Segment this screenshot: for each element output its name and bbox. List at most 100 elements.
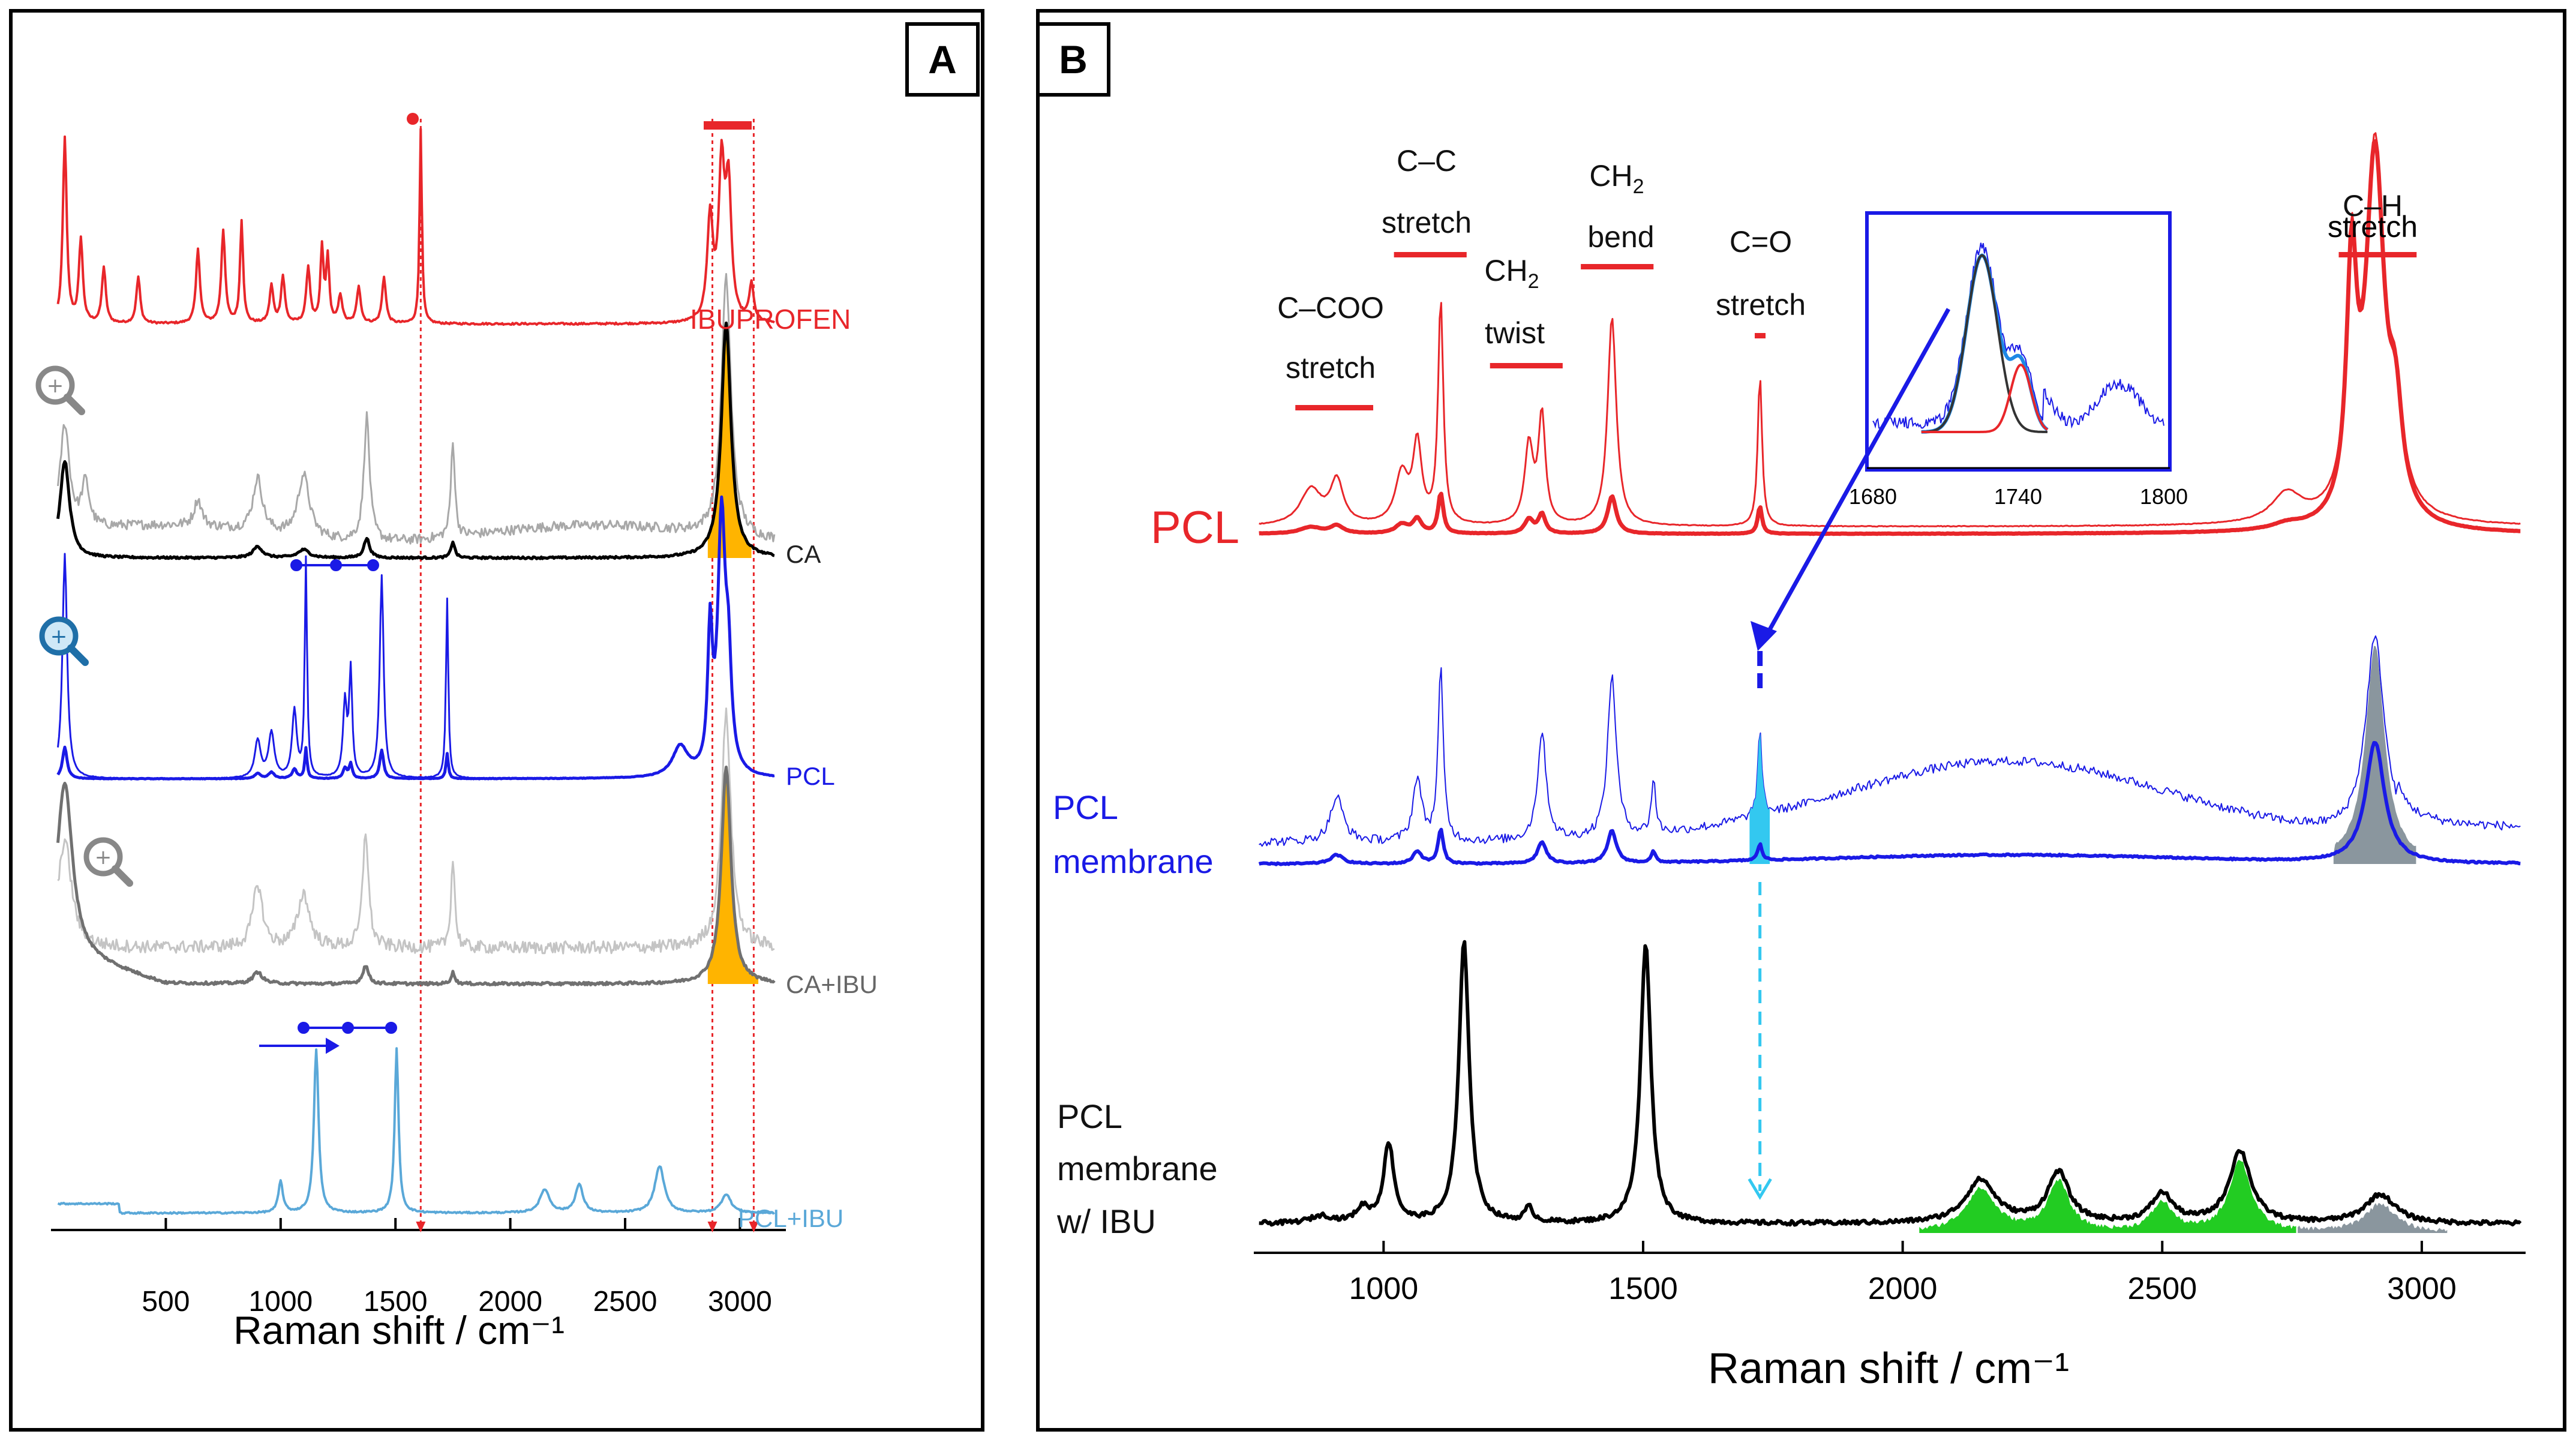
spectrum-pcl-b xyxy=(1258,139,2521,536)
panel-a-tick-label: 1000 xyxy=(248,1286,313,1318)
band-co-line2: stretch xyxy=(1716,288,1806,322)
band-bar xyxy=(2338,252,2417,257)
panel-b-spectra xyxy=(1258,132,2522,1233)
band-ch2b-line2: bend xyxy=(1587,220,1654,254)
panel-b-tick-label: 2000 xyxy=(1868,1271,1938,1306)
band-ch2t-line1: CH2 xyxy=(1484,254,1539,293)
panel-a-reference-lines xyxy=(416,119,759,1232)
ch-stretch-bar-a xyxy=(704,121,752,130)
ibu-fill-slate xyxy=(2298,1202,2448,1233)
panel-b-x-title: Raman shift / cm⁻¹ xyxy=(1708,1345,2069,1393)
label-pcl-a: PCL xyxy=(786,762,835,790)
panel-a-spectra xyxy=(56,128,776,1215)
inset-pointer-head xyxy=(1751,621,1777,651)
reference-line-arrow xyxy=(707,1222,717,1232)
inset-fit-peak-2 xyxy=(1921,363,2049,433)
inset-frame xyxy=(1865,211,2172,472)
inset-fit-peak-1 xyxy=(1921,254,2048,433)
svg-text:+: + xyxy=(50,625,68,649)
band-bar xyxy=(1394,252,1467,257)
ibuprofen-peak-dot xyxy=(407,113,419,125)
spectrum-membrane-ibu xyxy=(1259,940,2522,1227)
label-pcl-b: PCL xyxy=(1151,502,1239,553)
panel-b-tick-label: 2500 xyxy=(2127,1271,2197,1306)
panel-a-frame xyxy=(9,9,984,1432)
label-ibu-line1: PCL xyxy=(1057,1097,1122,1135)
label-ca-ibu: CA+IBU xyxy=(786,970,878,998)
band-bar xyxy=(1295,405,1374,410)
label-membrane-line1: PCL xyxy=(1053,788,1118,826)
inset-tick-1740: 1740 xyxy=(1994,484,2042,509)
panel-b-label: B xyxy=(1059,37,1088,82)
label-ca: CA xyxy=(786,540,821,568)
panel-a-label-box xyxy=(905,22,980,97)
panel-b: B 1000 1500 2000 2500 3000 C–COO stretch C–C… xyxy=(1036,9,2566,1432)
panel-a-tick-label: 1500 xyxy=(364,1286,428,1318)
band-bar xyxy=(1755,333,1766,338)
magnifier-icon-ca: + xyxy=(35,365,85,415)
panel-b-tick-label: 1500 xyxy=(1608,1271,1678,1306)
magnifier-icon-ca-ibu: + xyxy=(83,837,133,887)
panel-a-x-title: Raman shift / cm⁻¹ xyxy=(233,1308,565,1352)
inset: 1680 1740 1800 xyxy=(1849,211,2188,509)
panel-b-tick-label: 3000 xyxy=(2387,1271,2457,1306)
spectrum-ibuprofen xyxy=(56,128,776,326)
label-ibu-line3: w/ IBU xyxy=(1056,1202,1156,1240)
band-ccoo-line1: C–COO xyxy=(1277,291,1384,325)
ca-ch-fill xyxy=(707,323,752,558)
ibu-fill-green xyxy=(1919,1160,2296,1233)
panel-b-tick-label: 1000 xyxy=(1349,1271,1418,1306)
pcl-ibu-peak-markers xyxy=(259,1022,397,1054)
panel-b-ticks: 1000 1500 2000 2500 3000 xyxy=(1349,1241,2457,1306)
label-membrane-line2: membrane xyxy=(1053,842,1214,880)
inset-curves xyxy=(1872,242,2164,434)
magnifier-icon-pcl: + xyxy=(39,616,89,666)
pcl-peak-markers xyxy=(290,559,379,571)
label-pcl-ibu: PCL+IBU xyxy=(738,1204,843,1232)
band-ccoo-line2: stretch xyxy=(1286,351,1376,385)
spectrum-pcl-ibu xyxy=(57,1047,775,1215)
membrane-co-fill xyxy=(1749,733,1770,864)
panel-a-label: A xyxy=(928,37,957,82)
inset-tick-1680: 1680 xyxy=(1849,484,1897,509)
panel-a-tick-label: 2500 xyxy=(593,1286,657,1318)
spectrum-pcl-b-zoomed xyxy=(1259,132,2521,528)
band-bar xyxy=(1581,264,1654,269)
spectrum-ca xyxy=(56,321,775,560)
band-cc-line2: stretch xyxy=(1382,206,1472,239)
spectrum-ca-zoomed xyxy=(57,273,776,545)
inset-pointer-arrow xyxy=(1764,308,1951,637)
band-ch-line1: C–H xyxy=(2343,189,2403,223)
panel-a: A 500 1000 1500 2000 2500 3000 IBUPROFEN CA P… xyxy=(9,9,984,1432)
co-guide-arrowhead xyxy=(1748,1178,1772,1200)
ca-ibu-ch-fill xyxy=(707,767,759,984)
band-cc-line1: C–C xyxy=(1397,144,1457,178)
membrane-ch-fill xyxy=(2333,646,2416,864)
band-labels: C–COO stretch C–C stretch CH2 twist CH2 … xyxy=(1277,144,2403,385)
panel-a-tick-label: 500 xyxy=(142,1286,190,1318)
band-bars xyxy=(1295,252,2417,410)
panel-b-label-box xyxy=(1036,22,1110,97)
spectrum-membrane xyxy=(1258,741,2521,866)
panel-b-frame xyxy=(1036,9,2566,1432)
label-ibuprofen: IBUPROFEN xyxy=(690,304,851,335)
band-ch2t-line2: twist xyxy=(1485,316,1545,350)
label-ibu-line2: membrane xyxy=(1057,1150,1218,1187)
band-co-line1: C=O xyxy=(1730,225,1792,259)
spectrum-ca-ibu xyxy=(56,766,776,987)
svg-text:+: + xyxy=(95,845,112,869)
panel-a-tick-label: 2000 xyxy=(478,1286,542,1318)
inset-tick-1800: 1800 xyxy=(2140,484,2188,509)
band-ch-line2-visible: stretch xyxy=(2328,210,2418,244)
panel-a-tick-label: 3000 xyxy=(708,1286,772,1318)
band-ch2b-line1: CH2 xyxy=(1589,159,1644,198)
band-bar xyxy=(1490,363,1563,368)
inset-raw-spectrum xyxy=(1872,242,2164,430)
spectrum-membrane-zoomed xyxy=(1259,635,2521,847)
panel-a-ticks: 500 1000 1500 2000 2500 3000 xyxy=(142,1218,772,1318)
spectrum-pcl xyxy=(56,495,775,781)
svg-text:+: + xyxy=(47,374,64,398)
reference-line-arrow xyxy=(749,1222,759,1232)
reference-line-arrow xyxy=(416,1222,426,1232)
